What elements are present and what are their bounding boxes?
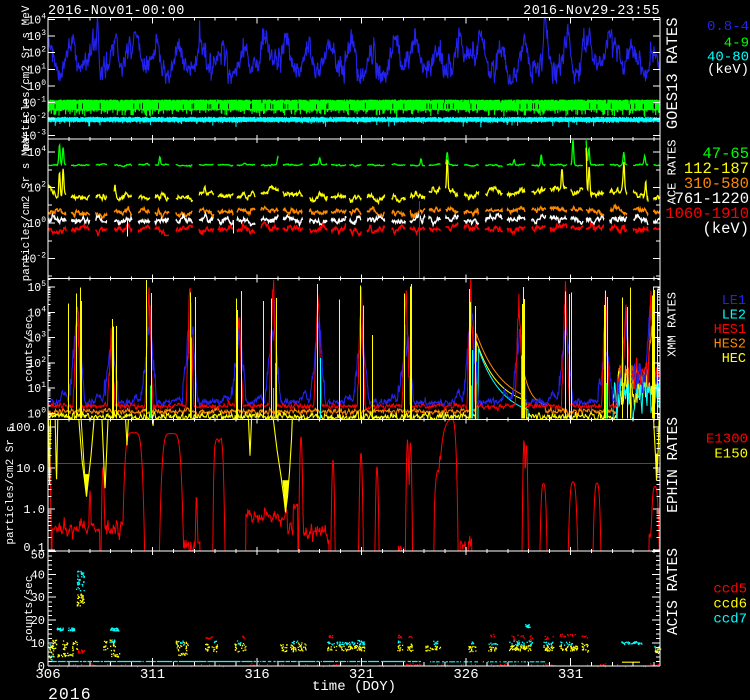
svg-text:47-65: 47-65	[702, 145, 749, 163]
svg-text:30: 30	[31, 591, 45, 605]
svg-text:112-187: 112-187	[684, 160, 749, 178]
svg-text:2016-Nov29-23:55: 2016-Nov29-23:55	[523, 4, 660, 19]
svg-text:1.0: 1.0	[23, 503, 45, 517]
svg-text:ccd5: ccd5	[713, 582, 747, 598]
svg-text:4-9: 4-9	[724, 36, 749, 52]
svg-text:50: 50	[31, 548, 45, 562]
svg-text:HEC: HEC	[722, 352, 746, 367]
svg-text:time (DOY): time (DOY)	[312, 679, 396, 695]
svg-text:XMM RATES: XMM RATES	[666, 292, 680, 357]
svg-text:(keV): (keV)	[707, 62, 749, 78]
svg-text:306: 306	[35, 667, 60, 683]
svg-text:E150: E150	[714, 447, 748, 463]
svg-text:2016-Nov01-00:00: 2016-Nov01-00:00	[48, 4, 185, 19]
svg-text:ccd7: ccd7	[713, 612, 747, 628]
svg-text:ccd6: ccd6	[713, 597, 747, 613]
svg-text:326: 326	[453, 667, 478, 683]
svg-text:HES1: HES1	[714, 323, 746, 338]
svg-text:1060-1910: 1060-1910	[665, 205, 749, 223]
svg-text:20: 20	[31, 614, 45, 628]
svg-text:316: 316	[244, 667, 269, 683]
svg-text:310-580: 310-580	[684, 175, 749, 193]
svg-text:particles/cm2 Sr s MeV: particles/cm2 Sr s MeV	[21, 136, 33, 282]
svg-text:counts/sec: counts/sec	[24, 316, 36, 382]
svg-text:2016: 2016	[48, 685, 92, 700]
svg-text:10: 10	[31, 637, 45, 651]
svg-text:0.8-4: 0.8-4	[707, 19, 749, 35]
svg-text:counts/sec: counts/sec	[24, 575, 36, 641]
svg-text:761-1220: 761-1220	[675, 190, 749, 208]
svg-text:particles/cm2 Sr s MeV: particles/cm2 Sr s MeV	[21, 5, 33, 151]
svg-text:311: 311	[140, 667, 165, 683]
svg-text:HES2: HES2	[714, 338, 746, 353]
svg-text:0.1: 0.1	[23, 541, 45, 555]
svg-text:ACE RATES: ACE RATES	[666, 140, 680, 205]
svg-text:LE2: LE2	[722, 309, 746, 324]
svg-text:ACIS RATES: ACIS RATES	[666, 548, 682, 635]
svg-text:331: 331	[558, 667, 583, 683]
svg-text:321: 321	[349, 667, 374, 683]
svg-text:10.0: 10.0	[16, 462, 45, 476]
svg-text:100.0: 100.0	[9, 421, 45, 435]
svg-text:particles/cm2 Sr s: particles/cm2 Sr s	[5, 426, 17, 545]
svg-text:0: 0	[38, 660, 45, 674]
svg-text:(keV): (keV)	[702, 220, 749, 238]
svg-text:40-80: 40-80	[707, 50, 749, 66]
svg-text:E1300: E1300	[706, 432, 748, 448]
svg-text:LE1: LE1	[722, 294, 746, 309]
svg-text:EPHIN RATES: EPHIN RATES	[666, 417, 682, 513]
svg-text:40: 40	[31, 568, 45, 582]
svg-text:GOES13 RATES: GOES13 RATES	[664, 18, 682, 130]
